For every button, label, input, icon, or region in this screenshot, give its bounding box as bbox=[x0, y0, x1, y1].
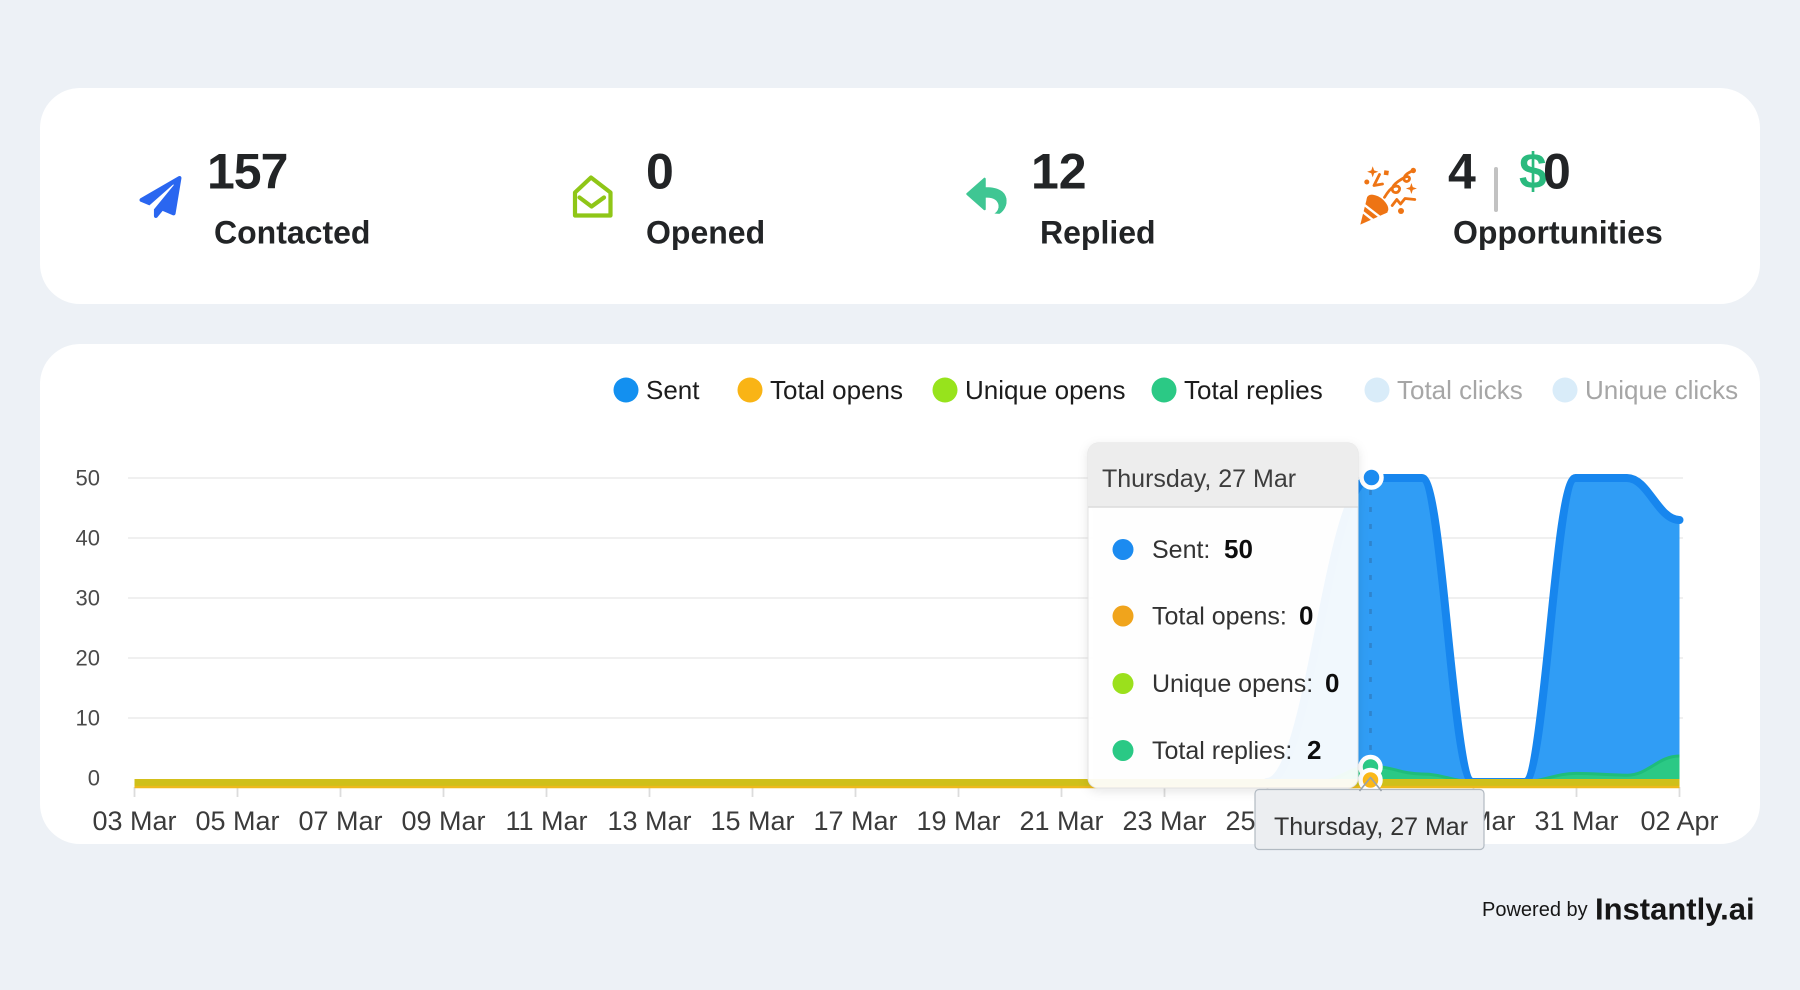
svg-text:Total opens: Total opens bbox=[770, 375, 903, 405]
svg-text:Opportunities: Opportunities bbox=[1453, 215, 1663, 251]
svg-text:05 Mar: 05 Mar bbox=[195, 806, 279, 836]
svg-text:30: 30 bbox=[76, 586, 100, 611]
svg-text:0: 0 bbox=[88, 766, 100, 791]
svg-text:07 Mar: 07 Mar bbox=[298, 806, 382, 836]
svg-text:50: 50 bbox=[76, 466, 100, 491]
svg-text:23 Mar: 23 Mar bbox=[1122, 806, 1206, 836]
svg-text:Unique clicks: Unique clicks bbox=[1585, 375, 1738, 405]
svg-text:10: 10 bbox=[76, 706, 100, 731]
svg-text:Opened: Opened bbox=[646, 215, 765, 251]
svg-text:15 Mar: 15 Mar bbox=[710, 806, 794, 836]
svg-text:Powered by: Powered by bbox=[1482, 899, 1588, 921]
svg-text:13 Mar: 13 Mar bbox=[607, 806, 691, 836]
svg-text:Total replies: Total replies bbox=[1184, 375, 1323, 405]
svg-text:157: 157 bbox=[207, 144, 287, 200]
svg-text:Thursday, 27 Mar: Thursday, 27 Mar bbox=[1102, 465, 1296, 493]
svg-text:Replied: Replied bbox=[1040, 215, 1156, 251]
svg-text:19 Mar: 19 Mar bbox=[916, 806, 1000, 836]
svg-text:Unique opens:: Unique opens: bbox=[1152, 670, 1313, 698]
svg-text:40: 40 bbox=[76, 526, 100, 551]
svg-text:0: 0 bbox=[646, 144, 674, 200]
svg-text:2: 2 bbox=[1307, 735, 1321, 765]
svg-text:12: 12 bbox=[1031, 144, 1087, 200]
svg-text:Contacted: Contacted bbox=[214, 215, 370, 251]
svg-text:Sent: Sent bbox=[646, 375, 700, 405]
svg-text:Instantly.ai: Instantly.ai bbox=[1595, 892, 1755, 927]
svg-text:Total clicks: Total clicks bbox=[1397, 375, 1523, 405]
svg-text:31 Mar: 31 Mar bbox=[1534, 806, 1618, 836]
svg-text:11 Mar: 11 Mar bbox=[505, 806, 587, 836]
svg-text:17 Mar: 17 Mar bbox=[813, 806, 897, 836]
svg-text:09 Mar: 09 Mar bbox=[401, 806, 485, 836]
svg-text:02 Apr: 02 Apr bbox=[1640, 806, 1718, 836]
svg-text:Unique opens: Unique opens bbox=[965, 375, 1125, 405]
svg-text:Total opens:: Total opens: bbox=[1152, 603, 1287, 631]
svg-text:03 Mar: 03 Mar bbox=[92, 806, 176, 836]
svg-text:20: 20 bbox=[76, 646, 100, 671]
svg-text:0: 0 bbox=[1325, 668, 1339, 698]
svg-text:0: 0 bbox=[1543, 144, 1571, 200]
svg-text:Sent:: Sent: bbox=[1152, 536, 1210, 564]
svg-text:0: 0 bbox=[1299, 601, 1313, 631]
svg-text:21 Mar: 21 Mar bbox=[1019, 806, 1103, 836]
svg-text:4: 4 bbox=[1448, 144, 1476, 200]
svg-text:Total replies:: Total replies: bbox=[1152, 737, 1292, 765]
svg-text:$: $ bbox=[1519, 144, 1547, 200]
svg-text:Thursday, 27 Mar: Thursday, 27 Mar bbox=[1274, 813, 1468, 841]
svg-text:50: 50 bbox=[1224, 534, 1253, 564]
